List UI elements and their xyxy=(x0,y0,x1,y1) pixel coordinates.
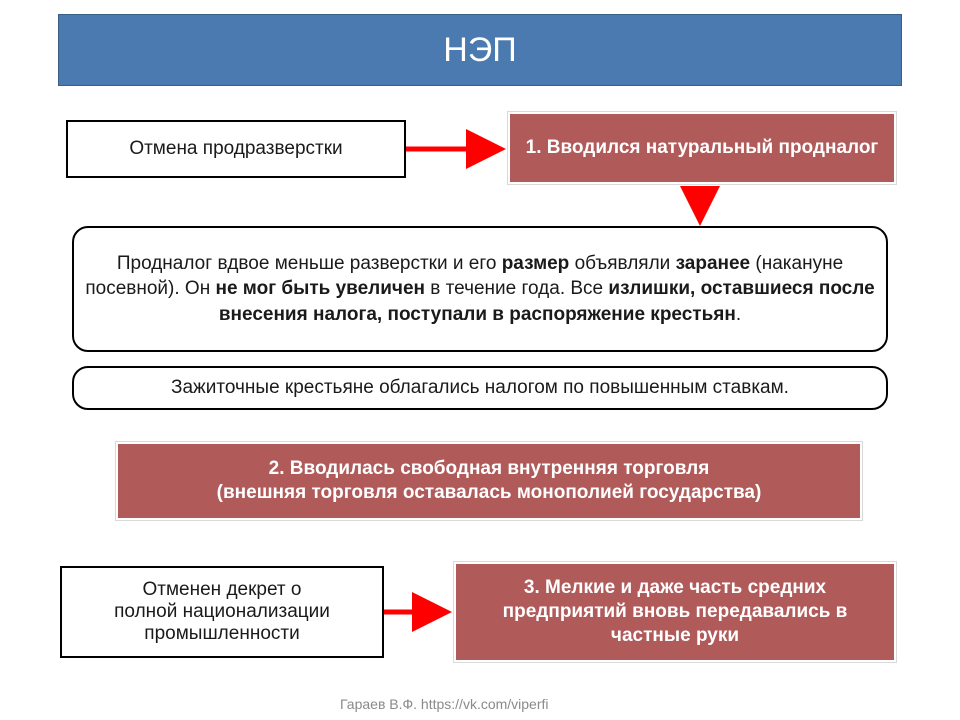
footer-credit: Гараев В.Ф. https://vk.com/viperfi xyxy=(340,696,549,712)
footer-text: Гараев В.Ф. https://vk.com/viperfi xyxy=(340,696,549,712)
box-small-enterprises-text: 3. Мелкие и даже часть средних предприят… xyxy=(470,576,880,647)
box-small-enterprises: 3. Мелкие и даже часть средних предприят… xyxy=(454,562,896,662)
